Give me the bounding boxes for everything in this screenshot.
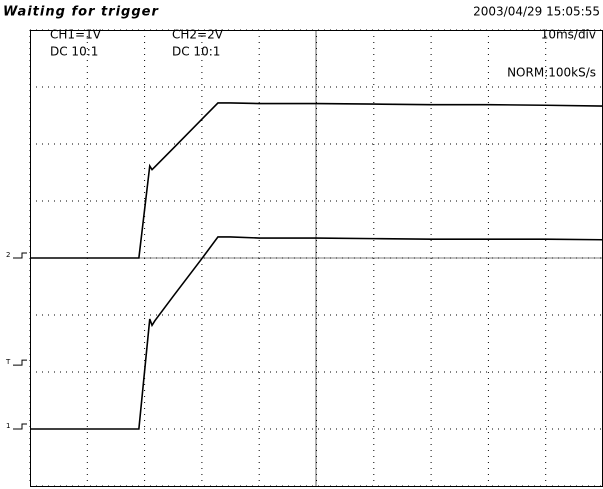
level-marker-label: 2 [6, 251, 10, 259]
level-marker [13, 252, 27, 259]
status-title: Waiting for trigger [3, 5, 159, 20]
trace [30, 236, 603, 430]
level-marker-label: T [5, 358, 11, 366]
ch2-scale: CH2=2V [172, 28, 224, 42]
timestamp: 2003/04/29 15:05:55 [473, 5, 600, 19]
level-marker [13, 359, 27, 366]
level-marker [13, 423, 27, 430]
ch1-scale: CH1=1V [50, 28, 102, 42]
sample-rate: NORM:100kS/s [507, 66, 596, 80]
trace [30, 102, 603, 259]
ch1-coupling: DC 10:1 [50, 45, 98, 59]
timebase: 10ms/div [541, 28, 596, 42]
level-marker-label: 1 [6, 422, 10, 430]
ch2-coupling: DC 10:1 [172, 45, 220, 59]
